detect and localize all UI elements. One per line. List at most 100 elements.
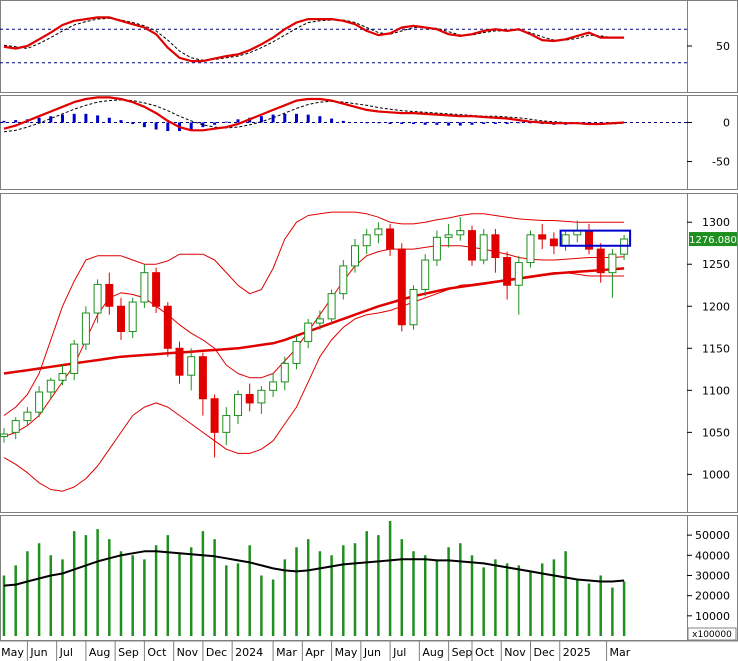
price-candle-body [608,253,617,274]
volume-frame [0,515,738,641]
volume-ytick-label: 20000 [695,590,730,603]
price-candle-body [468,230,476,261]
price-candle-body [257,389,266,404]
price-candle-body [409,288,418,326]
price-ytick-label: 1300 [702,216,730,229]
price-candle-body [81,312,90,345]
macd-ytick-label: 0 [723,116,730,129]
price-candle-body [596,248,605,274]
price-candle-body [456,230,465,236]
price-highlight-box [559,229,632,247]
price-candle-body [561,234,570,247]
price-candle-body [292,341,301,364]
price-candle-body [140,272,149,303]
last-price-label: 1276.080 [689,235,737,246]
price-candle-body [386,228,395,250]
price-ytick-label: 1250 [702,258,730,271]
x-axis-label: Sep [118,646,139,659]
price-candle-body [11,420,20,433]
price-bb_upper-line [3,211,625,416]
price-panel: 1300 1250 1200 1150 1100 1050 1000 1276.080 [0,211,737,492]
rsi-frame [0,0,738,93]
price-candle-body [105,283,114,307]
price-candle-body [549,238,558,247]
price-candle-body [304,322,313,343]
x-axis-label: Jul [392,646,406,659]
price-candle-body [152,272,161,307]
price-candle-body [222,415,231,433]
volume-unit-box [687,627,737,641]
price-candle-body [163,305,172,349]
x-axis-label: Nov [504,646,526,659]
volume-ytick-label: 40000 [695,549,730,562]
x-axis-label: Dec [206,646,227,659]
rsi-rsi_signal-line [3,17,625,61]
x-axis-label: 2025 [563,646,591,659]
price-candle-body [58,373,67,381]
last-price-tag [689,232,737,247]
x-axis-label: May [1,646,24,659]
x-axis-label: Oct [475,646,495,659]
price-candle-body [327,293,336,320]
price-candle-body [432,236,441,261]
x-axis: May Jun Jul Aug Sep Oct Nov Dec 2024 Mar Apr May Jun… [0,640,738,661]
rsi-ytick-label: 50 [716,40,730,53]
rsi-rsi-line [3,16,625,63]
price-candle-body [444,234,453,238]
macd-ytick-label: -50 [712,156,730,169]
price-candle-body [315,318,324,324]
price-candle-body [175,347,184,376]
price-candle-body [245,394,254,404]
price-candle-body [0,433,8,438]
price-candle-body [70,343,79,375]
price-candle-body [514,262,523,286]
price-candle-body [93,283,102,314]
price-ytick-label: 1050 [702,426,730,439]
price-candle-body [538,234,547,240]
volume-ytick-label: 50000 [695,529,730,542]
price-candle-body [421,259,430,290]
macd-panel: 0 -50 [0,96,730,169]
price-candle-body [339,265,348,295]
x-axis-label: Nov [177,646,199,659]
price-candle-body [117,305,125,332]
price-ytick-label: 1150 [702,342,730,355]
price-candle-body [280,362,289,383]
price-bb_middle-line [3,245,625,438]
x-axis-label: Jul [59,646,73,659]
x-axis-label: Apr [305,646,325,659]
price-candle-body [128,301,137,332]
price-candle-body [35,391,44,413]
volume-ytick-label: 30000 [695,569,730,582]
x-axis-label: Sep [452,646,473,659]
x-axis-label: Dec [534,646,555,659]
x-axis-label: Mar [276,646,297,659]
x-axis-label: Oct [147,646,167,659]
volume-ytick-label: 10000 [695,610,730,623]
price-candle-body [269,381,278,391]
price-ytick-label: 1000 [702,468,730,481]
x-axis-label: Aug [422,646,443,659]
macd-macd-line [3,96,625,132]
x-axis-label: Jun [363,646,381,659]
price-candle-body [234,394,242,417]
price-candle-body [526,234,535,264]
x-axis-label: May [335,646,358,659]
price-candle-body [374,228,383,236]
price-candle-body [187,356,196,376]
price-candle-body [23,411,32,422]
price-candle-body [479,234,488,261]
volume-ma-line [3,550,625,587]
price-candle-body [210,398,219,433]
macd-signal-line [3,99,625,133]
price-ytick-label: 1100 [702,384,730,397]
x-axis-label: 2024 [235,646,263,659]
panel-frames [0,0,738,641]
x-axis-label: Mar [610,646,631,659]
price-candle-body [491,234,500,259]
x-axis-label: Aug [89,646,110,659]
price-candle-body [351,245,359,267]
x-axis-label: Jun [29,646,47,659]
price-candle-body [397,248,406,326]
